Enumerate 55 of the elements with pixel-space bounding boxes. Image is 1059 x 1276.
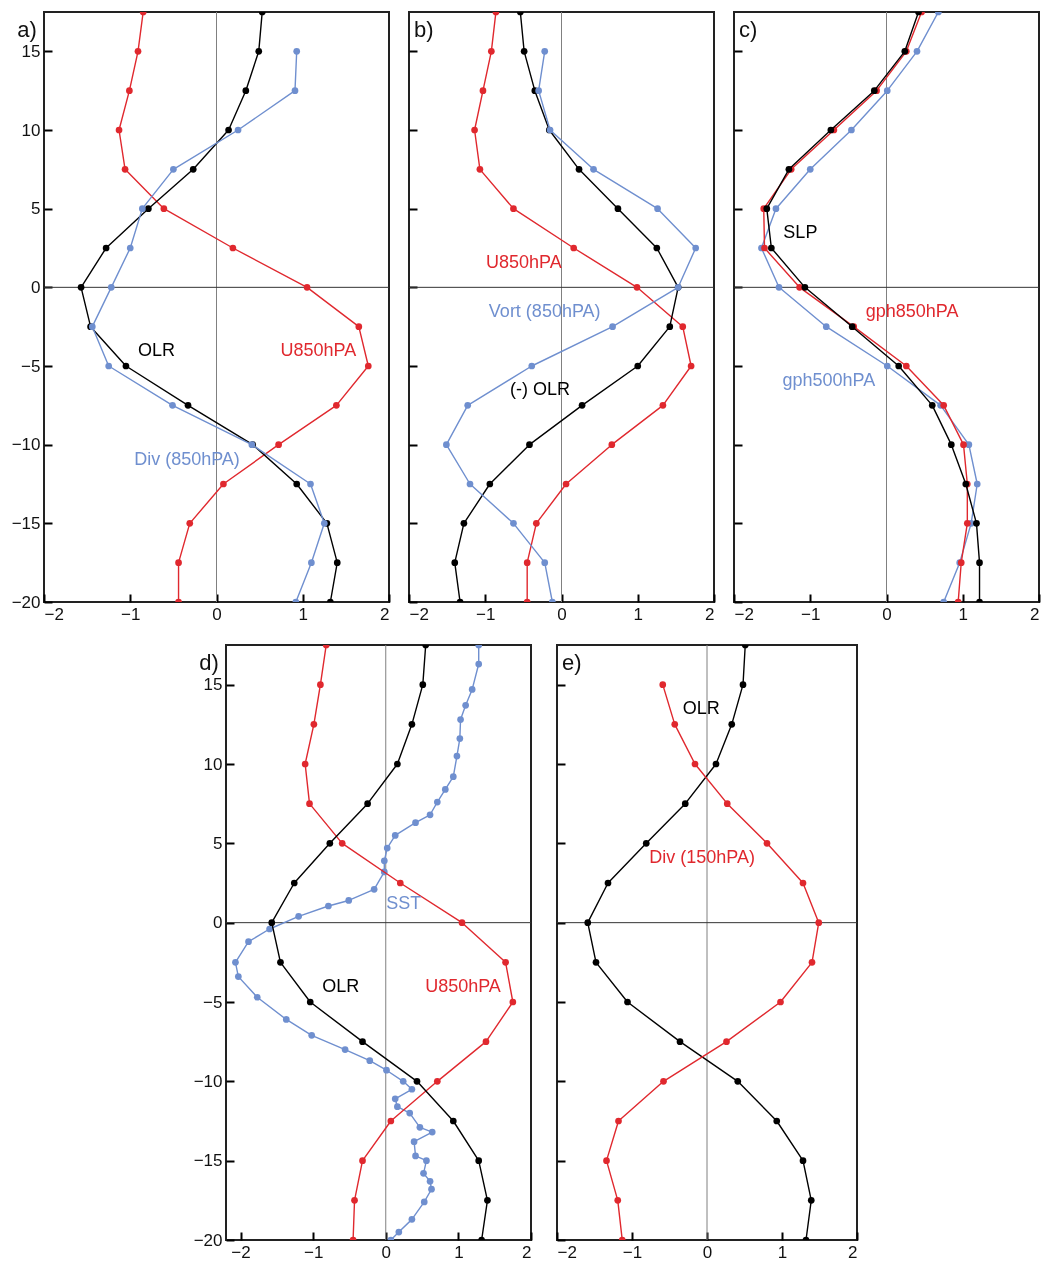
x-tick-label: −2 — [557, 1242, 577, 1262]
y-tick-label: −10 — [11, 435, 41, 455]
annotation: OLR — [137, 340, 175, 360]
chart-title: c) — [739, 16, 758, 42]
annotation: (-) OLR — [510, 379, 571, 400]
annotation: Div (150hPA) — [649, 847, 755, 868]
annotation: OLR — [322, 976, 360, 996]
annotation: U850hPA — [425, 976, 501, 996]
y-tick-label: 5 — [31, 199, 41, 219]
x-tick-label: 2 — [1030, 604, 1040, 624]
x-tick-label: 1 — [454, 1242, 464, 1262]
x-tick-label: 0 — [557, 604, 567, 624]
x-tick-label: 1 — [777, 1242, 788, 1262]
y-tick-label: −20 — [193, 1230, 223, 1250]
x-tick-label: −2 — [44, 604, 64, 624]
y-tick-label: 10 — [203, 754, 223, 774]
y-tick-label: −10 — [193, 1071, 223, 1091]
x-tick-label: 2 — [848, 1242, 858, 1262]
y-tick-label: −5 — [203, 992, 223, 1012]
annotation: gph500hPA — [782, 370, 876, 390]
annotation: OLR — [682, 698, 720, 719]
x-tick-label: 1 — [633, 604, 643, 624]
x-tick-label: −1 — [303, 1242, 324, 1262]
x-tick-label: −1 — [476, 604, 496, 624]
chart-title: b) — [414, 16, 434, 42]
y-tick-label: 5 — [213, 833, 223, 853]
annotation: SST — [386, 893, 422, 914]
x-tick-label: 0 — [381, 1242, 391, 1262]
y-tick-label: −20 — [11, 592, 41, 612]
chart-title: e) — [562, 649, 582, 675]
annotation: SLP — [783, 222, 818, 242]
x-tick-label: 1 — [298, 604, 308, 624]
y-tick-label: −15 — [11, 513, 41, 533]
y-tick-label: −5 — [21, 356, 41, 376]
y-tick-label: 0 — [213, 913, 223, 933]
x-tick-label: −1 — [622, 1242, 643, 1262]
chart-title: a) — [17, 16, 37, 42]
annotation: U850hPA — [280, 340, 357, 360]
x-tick-label: −1 — [801, 604, 821, 624]
x-tick-label: −2 — [734, 604, 754, 624]
y-tick-label: 10 — [21, 120, 41, 140]
x-tick-label: −1 — [121, 604, 141, 624]
x-tick-label: 0 — [702, 1242, 713, 1262]
x-tick-label: 1 — [958, 604, 968, 624]
x-tick-label: 2 — [380, 604, 390, 624]
x-tick-label: −2 — [409, 604, 429, 624]
y-tick-label: 15 — [21, 41, 41, 61]
chart-title: d) — [199, 649, 219, 675]
x-tick-label: −2 — [231, 1242, 251, 1262]
y-tick-label: −15 — [193, 1151, 223, 1171]
x-tick-label: 2 — [705, 604, 715, 624]
x-tick-label: 0 — [882, 604, 892, 624]
y-tick-label: 15 — [203, 675, 223, 695]
x-tick-label: 2 — [522, 1242, 532, 1262]
y-tick-label: 0 — [31, 277, 41, 297]
